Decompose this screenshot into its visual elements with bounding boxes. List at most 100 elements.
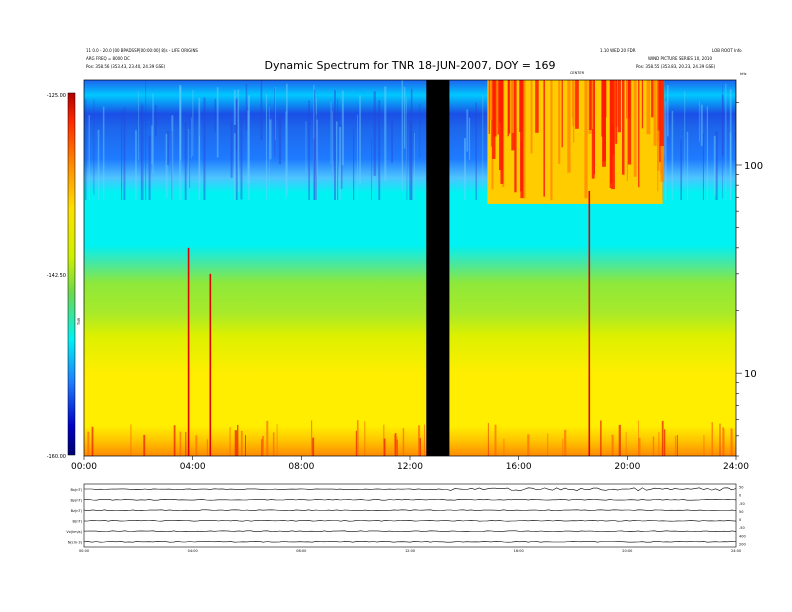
panel-x-tick-label: 00:00 [79,549,89,553]
streak [667,85,669,137]
streak [313,84,315,200]
burst-streak [633,80,637,177]
panel-right-tick: 200 [739,543,746,547]
colorbar [67,92,76,456]
streak [373,91,376,176]
burst-streak [543,80,545,197]
panel-label: By(nT) [70,498,82,502]
streak [722,85,723,199]
low-freq-spike [234,430,237,456]
x-tick-label: 04:00 [180,462,206,472]
streak [316,119,318,200]
streak [142,104,144,200]
streak [274,88,276,157]
low-freq-spike [266,420,269,456]
streak [671,110,674,200]
low-freq-spike [355,430,357,456]
burst-streak [610,80,613,184]
streak [729,89,732,200]
streak [179,86,182,160]
y-tick-label: 10 [744,369,757,380]
burst-streak [584,80,588,199]
streak [198,97,201,200]
low-freq-spike [652,436,655,456]
streak [308,100,310,200]
streak [152,93,154,175]
streak [245,84,248,131]
streak [371,138,372,200]
streak [698,101,700,142]
streak [700,104,703,146]
panel-label: Bz(nT) [71,509,83,513]
burst-streak [507,80,509,137]
burst-streak [497,80,499,135]
streak [165,133,168,199]
burst-streak [520,80,524,199]
streak [148,135,151,200]
streak [482,95,484,187]
burst-streak [657,80,659,192]
low-freq-spike [600,420,602,456]
header-left-line1: 11 0.0 - 20.0 [00 BPADSSP[00:00:00] 8]s … [86,48,198,53]
header-center-small: CENTER [570,71,585,75]
streak [315,97,317,200]
burst-streak [602,80,606,162]
low-freq-spike [229,427,231,456]
streak [171,115,174,200]
streak [339,126,342,200]
burst-streak [558,80,561,164]
streak [729,132,732,200]
streak [102,106,105,200]
panel-x-tick-label: 04:00 [188,549,198,553]
low-freq-spike [402,428,405,456]
parameter-panels: Bx(nT) By(nT) Bz(nT) B(nT) Vx(km/s) N(cm-3) 50… [66,483,746,553]
y-tick-label: 100 [744,161,763,172]
colorbar-tick-top: -125.00 [47,93,66,99]
panel-label: Vx(km/s) [66,530,82,534]
panel-trace [84,487,737,492]
colorbar-tick-middle: -142.50 [47,273,66,279]
burst-streak [500,80,504,184]
streak [335,121,338,200]
low-freq-spike [276,424,278,456]
streak [414,132,415,200]
low-freq-spike [638,420,639,456]
streak [702,133,704,200]
panel-right-tick: 0 [739,518,741,522]
low-freq-spike [674,436,676,456]
streak [341,90,344,166]
streak [353,129,355,200]
low-freq-spike [383,438,386,456]
y-unit-label: kHz [740,72,747,76]
low-freq-spike [395,436,398,456]
streak [410,88,413,200]
streak [384,86,387,181]
streak [233,133,236,200]
burst-streak [657,80,660,131]
streak [123,107,126,200]
streak [706,106,708,200]
streak [97,129,100,200]
colorbar-label: TNR [77,317,81,326]
streak [121,109,123,200]
low-freq-spike [562,438,564,456]
header-right-line3: Pos: 358.55 (353.83, 20.23, 24.39 GSE) [636,64,716,69]
burst-streak [591,80,595,179]
low-freq-spike [564,429,567,456]
streak [313,138,315,200]
burst-streak [550,80,553,201]
streak [269,119,272,160]
streak [735,81,736,141]
panels-frame [83,483,737,548]
low-freq-spike [206,439,208,456]
header-left-line2: ARG FREQ = 8000 DC [86,56,130,61]
streak [464,138,466,200]
low-freq-spike [87,431,90,456]
burst-streak [573,80,575,143]
burst-streak [638,80,640,188]
panel-x-tick-label: 24:00 [731,549,741,553]
burst-streak [627,80,632,165]
low-freq-spike [262,436,264,456]
streak [216,87,219,158]
panel-trace [83,509,737,512]
